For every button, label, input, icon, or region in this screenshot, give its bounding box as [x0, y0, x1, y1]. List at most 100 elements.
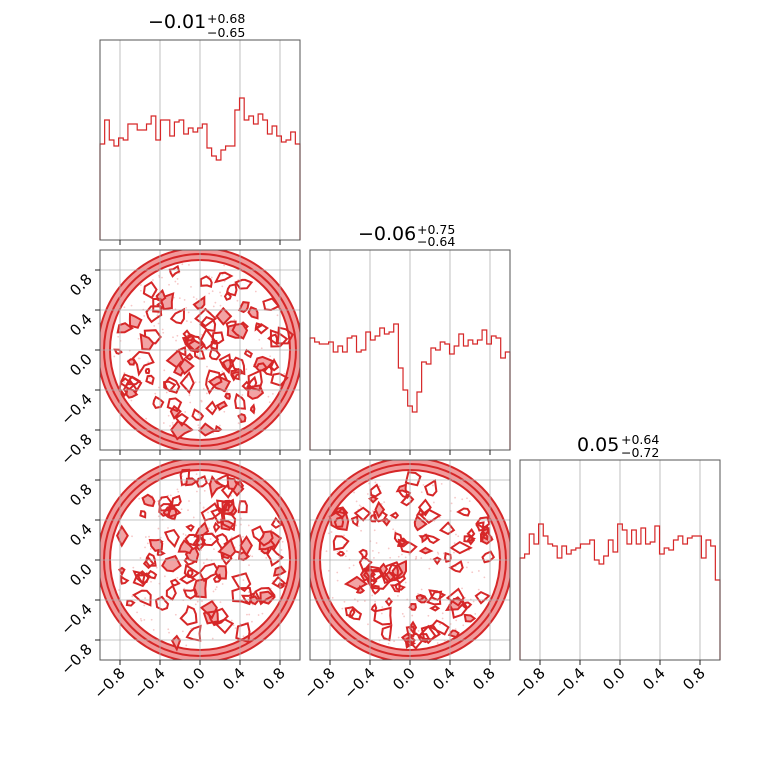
panel-2-1-sample: [439, 623, 441, 626]
panel-2-1-sample: [466, 497, 468, 500]
panel-2-0-sample: [221, 583, 224, 585]
panel-1-0-contour: [184, 352, 194, 361]
xtick-label-1: −0.4: [130, 664, 168, 702]
panel-1-0-contour: [168, 264, 181, 278]
panel-2-0-contour: [125, 599, 136, 607]
panel-2-0-sample: [139, 557, 142, 559]
panel-1-0-contour: [234, 392, 247, 410]
panel-2-0-sample: [265, 556, 268, 559]
panel-2-0-sample: [150, 580, 152, 583]
panel-2-0-contour: [167, 507, 182, 519]
panel-2-1-contour: [428, 589, 447, 602]
panel-1-0-sample: [236, 299, 239, 302]
panel-2-1-sample: [387, 642, 390, 645]
panel-2-0-contour: [132, 570, 151, 588]
panel-2-0-sample: [251, 620, 253, 623]
panel-2-1-contour: [336, 550, 346, 557]
panel-1-0-sample: [219, 291, 221, 294]
panel-1-0-sample: [208, 292, 211, 295]
panel-1-0-contour: [198, 422, 217, 437]
panel-1-0-sample: [153, 325, 156, 327]
panel-2-0-sample: [207, 511, 209, 514]
panel-2-0-contour: [206, 607, 229, 627]
panel-1-0-contour: [178, 357, 195, 376]
panel-1-0-sample: [130, 399, 133, 402]
panel-2-0-sample: [148, 535, 150, 538]
panel-1-0-sample: [210, 276, 213, 279]
panel-1-0-contour: [116, 322, 134, 334]
panel-2-0-sample: [251, 555, 254, 558]
panel-2-0-sample: [234, 627, 237, 630]
panel-2-1-contour: [370, 602, 378, 613]
panel-2-1-sample: [436, 551, 439, 554]
panel-2-0-sample: [167, 628, 170, 631]
panel-2-1-sample: [367, 623, 369, 626]
panel-2-1-sample: [454, 628, 457, 631]
panel-1-0-sample: [190, 285, 192, 288]
panel-2-0-sample: [150, 618, 153, 621]
panel-2-1-sample: [477, 570, 480, 572]
panel-2-1-contour: [404, 632, 425, 650]
panel-1-0-sample: [143, 315, 146, 317]
xtick-label-4: 0.8: [469, 664, 499, 694]
panel-1-0-contour: [175, 345, 187, 357]
panel-2-0-contour: [179, 605, 198, 626]
panel-1-0-contour: [131, 350, 155, 377]
panel-1-0-contour: [182, 329, 196, 342]
panel-2-1-sample: [368, 482, 370, 485]
panel-1-0-contour: [218, 353, 232, 375]
panel-2-1-sample: [343, 534, 345, 537]
panel-2-0-sample: [146, 542, 149, 545]
panel-2-1-sample: [360, 505, 362, 508]
hist-step-2: [519, 523, 721, 660]
panel-1-0-contour: [241, 380, 252, 392]
panel-2-1-sample: [392, 528, 395, 531]
title-param-0: −0.01 +0.68 −0.65: [148, 11, 245, 40]
panel-1-0-contour: [145, 374, 155, 386]
panel-2-0-sample: [230, 495, 232, 497]
panel-2-0-sample: [184, 534, 187, 537]
panel-1-0-contour: [207, 375, 232, 393]
panel-2-0-sample: [181, 630, 184, 633]
panel-2-1-sample: [440, 482, 443, 485]
title-2-minus: −0.72: [621, 445, 659, 460]
panel-1-0-contour: [230, 371, 242, 381]
panel-2-1-sample: [343, 600, 346, 603]
panel-2-0-sample: [257, 614, 260, 616]
panel-2-0-sample: [232, 624, 235, 627]
panel-1-0-sample: [139, 289, 142, 292]
panel-1-0-sample: [157, 386, 160, 389]
panel-1-0-contour: [145, 305, 163, 324]
panel-2-1-sample: [360, 529, 362, 532]
panel-2-0-contour: [221, 500, 231, 512]
title-0-plus: +0.68: [207, 11, 245, 26]
panel-2-1-sample: [393, 640, 395, 643]
hist-panel-1: [309, 249, 511, 455]
panel-2-1-contour: [348, 606, 363, 621]
panel-1-0-contour: [144, 367, 151, 375]
panel-2-0-contour: [185, 524, 195, 533]
panel-2-1-sample: [366, 493, 369, 495]
panel-1-0-contour: [142, 280, 158, 300]
panel-2-0-sample: [176, 576, 179, 579]
panel-1-0-contour: [194, 307, 218, 328]
xtick-label-2: 0.0: [389, 664, 419, 694]
panel-2-0-sample: [239, 523, 242, 526]
panel-2-0-sample: [183, 587, 186, 590]
panel-1-0-sample: [184, 411, 187, 413]
panel-2-0-contour: [220, 511, 237, 532]
panel-2-1-sample: [453, 551, 455, 554]
panel-2-1-sample: [455, 533, 457, 536]
panel-2-1-contour: [463, 535, 477, 543]
panel-1-0-sample: [161, 328, 164, 331]
panel-2-0-sample: [194, 603, 197, 606]
panel-1-0-contour: [210, 339, 219, 351]
panel-2-0-sample: [242, 635, 245, 638]
panel-2-1-contour: [395, 483, 408, 494]
panel-2-0-sample: [270, 528, 273, 531]
panel-2-1-contour: [358, 548, 368, 560]
panel-2-1-sample: [375, 542, 378, 544]
panel-2-0-contour: [118, 566, 126, 577]
panel-1-0-sample: [233, 318, 236, 321]
ytick-label-0: −0.8: [57, 640, 95, 678]
